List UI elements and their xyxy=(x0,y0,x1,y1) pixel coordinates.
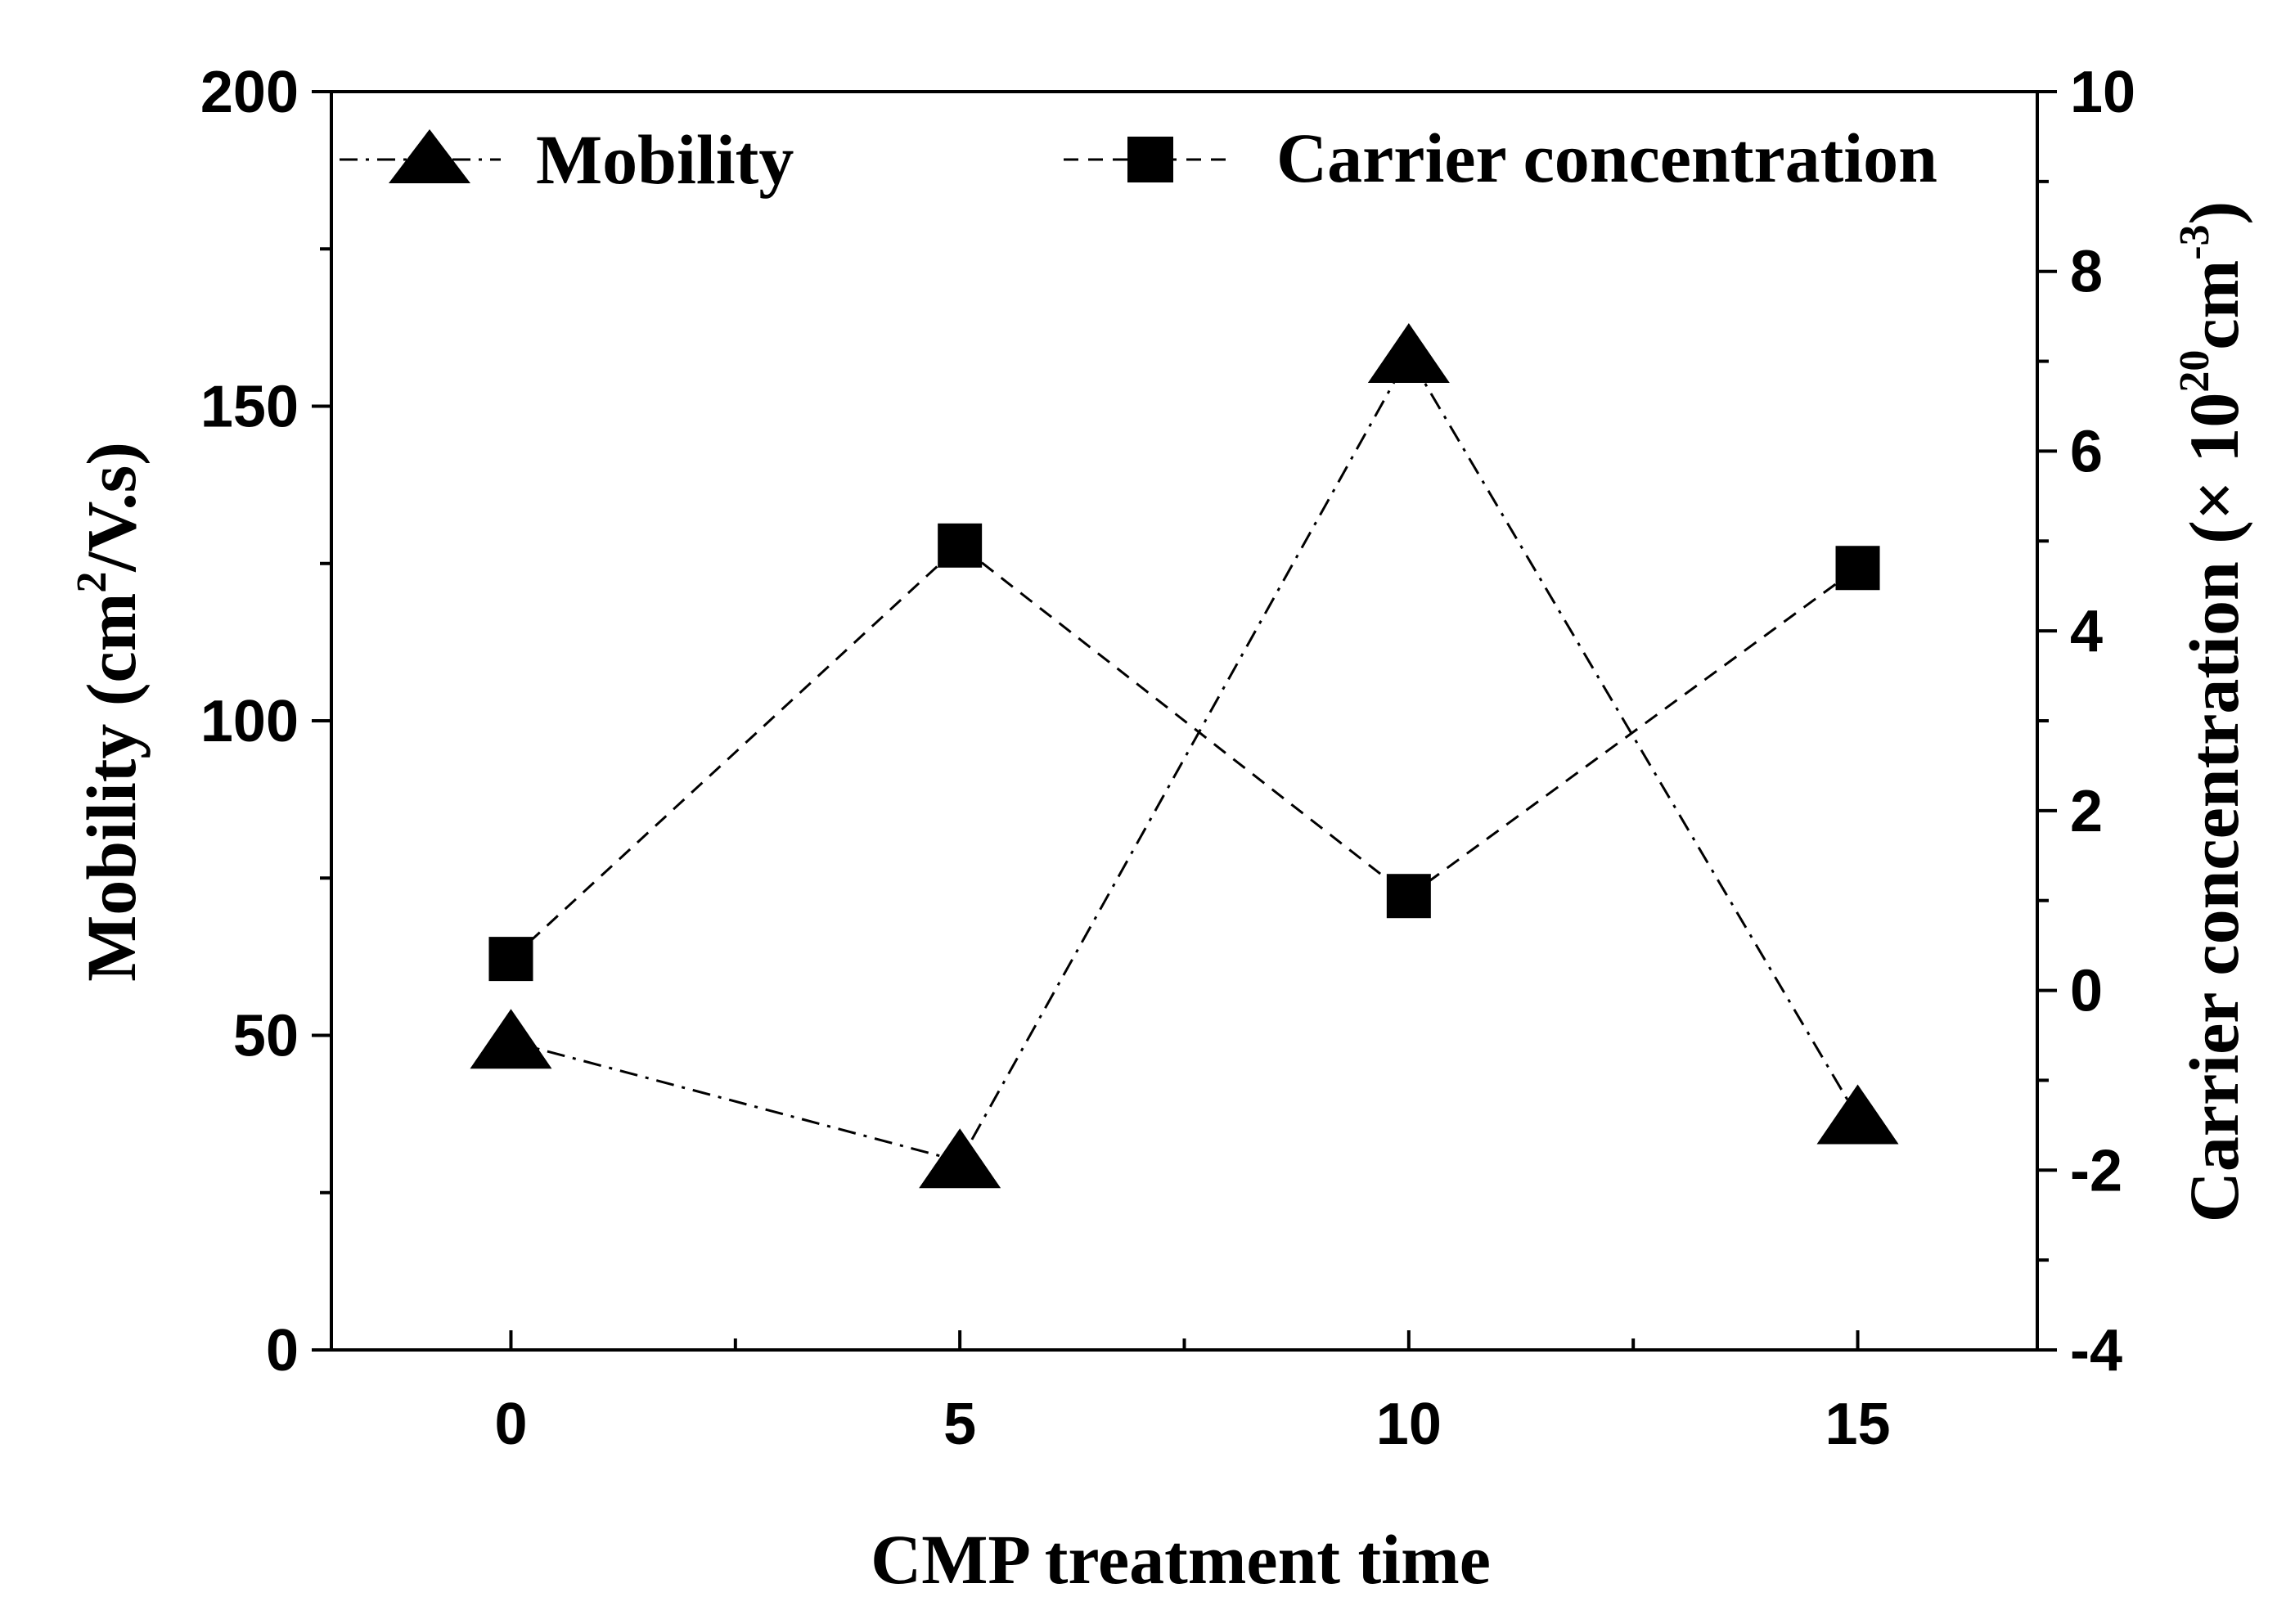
series-lines xyxy=(510,353,1859,1163)
legend-carrier-label: Carrier concentration xyxy=(1276,119,1937,197)
y-tick-label: 100 xyxy=(200,689,299,754)
y2-axis-title-sup2: -3 xyxy=(2171,224,2218,259)
y-axis-title-suffix: /V.s) xyxy=(72,442,151,573)
legend-mobility-marker xyxy=(389,129,470,183)
y2-tick-label: 0 xyxy=(2070,959,2103,1024)
y2-axis-title-prefix: Carrier concentration (× 10 xyxy=(2175,393,2253,1223)
series-line-1 xyxy=(510,543,1859,960)
legend-mobility-label: Mobility xyxy=(536,120,794,199)
y2-tick-label: 10 xyxy=(2070,60,2135,125)
x-tick-label: 10 xyxy=(1376,1392,1442,1457)
legend-carrier-marker xyxy=(1127,137,1173,182)
y-axis-title-sup: 2 xyxy=(69,572,115,593)
plot-frame xyxy=(330,90,2039,1352)
y-axis-title-prefix: Mobility (cm xyxy=(72,593,151,982)
series-markers xyxy=(470,322,1899,1189)
y-axis-title: Mobility (cm2/V.s) xyxy=(69,442,151,982)
y2-axis-title: Carrier concentration (× 1020cm-3) xyxy=(2171,201,2253,1222)
legend-item-carrier-concentration: Carrier concentration xyxy=(1064,119,1937,197)
x-tick-label: 5 xyxy=(943,1392,976,1457)
y2-tick-label: 8 xyxy=(2070,240,2103,305)
legend-item-mobility: Mobility xyxy=(340,120,794,199)
x-axis-title-text: CMP treatment time xyxy=(871,1520,1491,1599)
y2-tick-label: -2 xyxy=(2070,1138,2122,1203)
mobility-point xyxy=(919,1128,1001,1189)
y-tick-label: 50 xyxy=(233,1004,299,1069)
carrier-concentration-point xyxy=(488,937,533,982)
y-tick-label: 200 xyxy=(200,60,299,125)
x-axis-title: CMP treatment time xyxy=(871,1520,1491,1599)
mobility-point xyxy=(470,1009,552,1069)
y2-axis-title-suffix: ) xyxy=(2175,201,2253,225)
carrier-concentration-point xyxy=(938,523,983,568)
mobility-point xyxy=(1816,1084,1899,1145)
y2-axis-title-mid: cm xyxy=(2175,260,2253,350)
y2-tick-label: 2 xyxy=(2070,779,2103,844)
y-tick-label: 0 xyxy=(266,1318,299,1383)
x-tick-label: 15 xyxy=(1825,1392,1890,1457)
carrier-concentration-point xyxy=(1386,874,1431,919)
mobility-point xyxy=(1367,322,1450,383)
y2-axis-title-sup1: 20 xyxy=(2171,350,2218,393)
y2-tick-label: 4 xyxy=(2070,599,2103,664)
y-tick-label: 150 xyxy=(200,375,299,440)
carrier-concentration-point xyxy=(1835,546,1880,591)
y2-tick-label: -4 xyxy=(2070,1318,2122,1383)
legend: Mobility Carrier concentration xyxy=(340,119,1937,199)
x-tick-label: 0 xyxy=(494,1392,527,1457)
series-line-0 xyxy=(511,353,1859,1163)
y2-tick-label: 6 xyxy=(2070,419,2103,484)
